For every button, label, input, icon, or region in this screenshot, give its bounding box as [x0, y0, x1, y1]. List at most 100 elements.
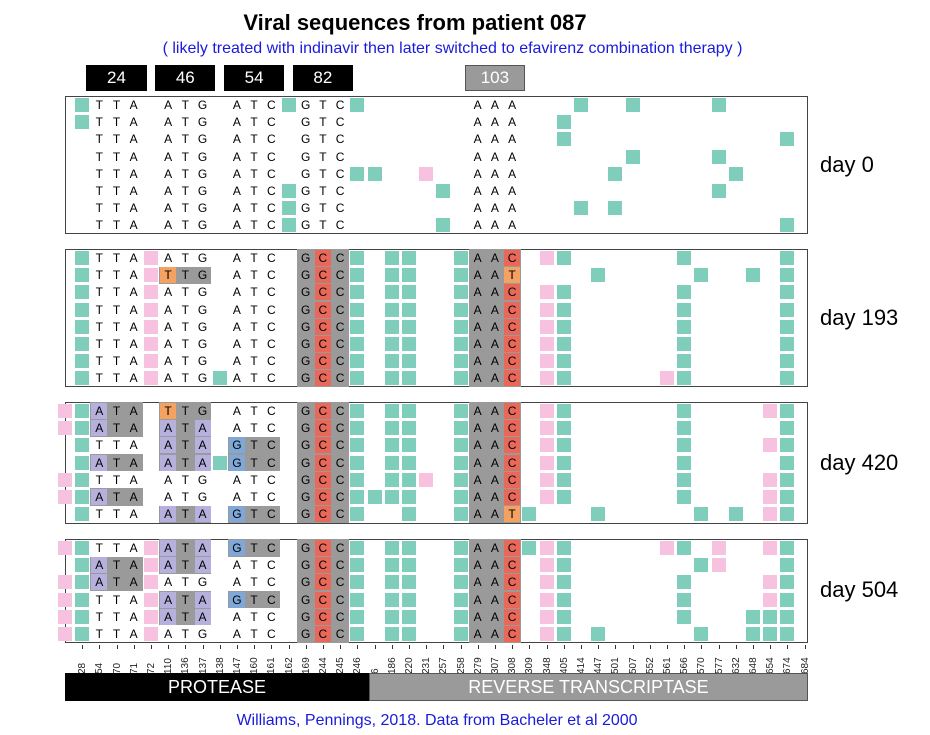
mutation-cell-teal [401, 285, 416, 300]
nucleotide-letter: T [112, 627, 121, 641]
mutation-cell-teal [453, 609, 468, 624]
nucleotide-letter: G [301, 490, 311, 504]
nucleotide-letter: G [197, 354, 208, 369]
mutation-cell-teal [384, 438, 399, 453]
mutation-cell-teal [677, 319, 692, 334]
nucleotide-letter: C [266, 268, 276, 283]
mutation-cell-teal [677, 541, 692, 555]
axis-tick [202, 645, 204, 649]
axis-tick [512, 645, 514, 649]
nucleotide-letter: T [95, 132, 103, 147]
nucleotide-letter: T [95, 354, 103, 369]
mutation-cell-pink [539, 319, 554, 334]
nucleotide-letter: A [473, 184, 482, 198]
nucleotide-letter: A [490, 404, 499, 418]
nucleotide-letter: T [112, 319, 121, 334]
mutation-cell-pink [143, 558, 158, 573]
nucleotide-letter: C [335, 166, 345, 181]
nucleotide-letter: T [181, 218, 189, 233]
nucleotide-letter: T [250, 354, 258, 369]
nucleotide-letter: T [95, 149, 103, 164]
nucleotide-letter: T [181, 268, 189, 283]
nucleotide-letter: T [181, 166, 189, 181]
nucleotide-letter: A [232, 268, 241, 283]
axis-tick [168, 645, 170, 649]
nucleotide-letter: G [301, 132, 311, 147]
mutation-cell-teal [677, 371, 692, 386]
mutation-cell-teal [384, 404, 399, 418]
mutation-cell-teal [75, 472, 90, 487]
position-label-text: 162 [283, 657, 295, 674]
nucleotide-letter: T [181, 592, 189, 607]
nucleotide-letter: T [112, 337, 121, 351]
mutation-cell-pink [763, 490, 778, 504]
mutation-cell-pink [539, 575, 554, 590]
mutation-cell-teal [401, 575, 416, 590]
nucleotide-letter: A [490, 251, 499, 265]
timepoint-label: day 420 [820, 450, 899, 475]
reverse-transcriptase-gene-bar: REVERSE TRANSCRIPTASE [369, 673, 808, 701]
mutation-cell-teal [384, 421, 399, 436]
nucleotide-letter: A [473, 302, 482, 317]
nucleotide-letter: C [266, 438, 276, 453]
nucleotide-letter: C [504, 540, 521, 556]
nucleotide-letter: A [232, 132, 241, 147]
nucleotide-letter: A [129, 371, 138, 386]
nucleotide-letter: A [129, 627, 138, 641]
nucleotide-letter: G [301, 455, 311, 470]
nucleotide-letter: A [194, 506, 211, 523]
nucleotide-letter: A [490, 285, 499, 300]
nucleotide-letter: C [504, 318, 521, 335]
axis-tick [254, 645, 256, 649]
axis-tick [288, 645, 290, 649]
nucleotide-letter: A [232, 166, 241, 181]
position-label-text: 577 [713, 657, 725, 674]
nucleotide-letter: T [250, 98, 258, 112]
nucleotide-letter: C [266, 592, 276, 607]
mutation-cell-teal [453, 592, 468, 607]
nucleotide-letter: T [319, 184, 327, 198]
axis-tick [718, 645, 720, 649]
nucleotide-letter: G [301, 201, 311, 216]
nucleotide-letter: C [335, 627, 345, 641]
nucleotide-letter: G [197, 98, 208, 112]
timepoint-label: day 0 [820, 152, 874, 177]
nucleotide-letter: C [504, 471, 521, 488]
nucleotide-letter: A [129, 592, 138, 607]
nucleotide-letter: A [473, 592, 482, 607]
mutation-cell-teal [384, 472, 399, 487]
nucleotide-letter: A [508, 201, 517, 216]
mutation-cell-teal [677, 455, 692, 470]
nucleotide-letter: A [129, 302, 138, 317]
nucleotide-letter: C [266, 490, 276, 504]
nucleotide-letter: T [112, 558, 121, 573]
nucleotide-letter: A [490, 98, 499, 112]
protease-gene-bar: PROTEASE [65, 673, 369, 701]
mutation-cell-teal [75, 251, 90, 265]
nucleotide-letter: A [164, 627, 173, 641]
nucleotide-letter: A [473, 558, 482, 573]
nucleotide-letter: T [112, 609, 121, 624]
nucleotide-letter: C [335, 421, 345, 436]
mutation-cell-teal [677, 404, 692, 418]
mutation-cell-pink [763, 404, 778, 418]
mutation-cell-teal [350, 490, 365, 504]
nucleotide-letter: A [129, 319, 138, 334]
nucleotide-letter: C [314, 557, 331, 574]
mutation-cell-teal [350, 285, 365, 300]
nucleotide-letter: A [129, 575, 138, 590]
nucleotide-letter: C [335, 149, 345, 164]
mutation-cell-teal [212, 371, 227, 386]
mutation-cell-teal [384, 490, 399, 504]
nucleotide-letter: A [160, 454, 177, 471]
mutation-cell-teal [556, 132, 571, 147]
nucleotide-letter: T [95, 115, 103, 130]
nucleotide-letter: C [266, 319, 276, 334]
mutation-cell-teal [350, 421, 365, 436]
nucleotide-letter: C [266, 337, 276, 351]
mutation-cell-pink [539, 627, 554, 641]
nucleotide-letter: A [129, 455, 138, 470]
nucleotide-letter: T [181, 541, 189, 555]
axis-tick [219, 645, 221, 649]
nucleotide-letter: G [301, 285, 311, 300]
